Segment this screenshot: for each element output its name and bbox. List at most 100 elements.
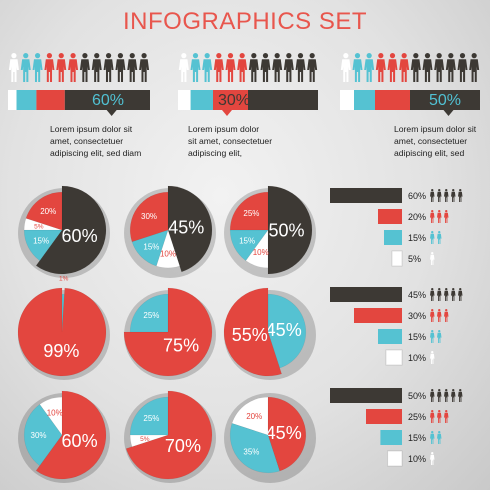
person-icon: [437, 231, 442, 245]
person-icon: [430, 288, 435, 302]
pie-slice: [131, 229, 169, 267]
person-icon: [430, 389, 435, 403]
person-icon: [44, 53, 55, 82]
person-icon: [430, 252, 435, 266]
pie-label: 99%: [43, 341, 79, 361]
text-line: amet, consectetuer: [50, 136, 124, 146]
pie-label: 15%: [33, 236, 49, 245]
pie-label: 25%: [143, 414, 159, 423]
pie-label: 25%: [243, 209, 259, 218]
pie-slice: [23, 403, 63, 467]
bar-label: 5%: [408, 254, 421, 264]
person-icon: [444, 288, 449, 302]
person-icon: [451, 189, 456, 203]
person-icon: [283, 53, 294, 82]
person-icon: [437, 210, 442, 224]
pie-label: 30%: [141, 212, 157, 221]
pie-slice: [267, 293, 307, 369]
person-icon: [387, 53, 398, 82]
pie-label: 60%: [62, 226, 98, 246]
bar-label: 50%: [408, 391, 426, 401]
person-icon: [437, 431, 442, 445]
pie-chart-8: 70% 5% 25%: [124, 390, 216, 483]
bar-segment: [248, 90, 318, 110]
bar-chart-2: 45% 30% 15% 10%: [330, 287, 463, 366]
person-icon: [20, 53, 31, 82]
person-icon: [32, 53, 43, 82]
person-icon: [8, 53, 19, 82]
person-icon: [127, 53, 138, 82]
person-icon: [248, 53, 259, 82]
person-icon: [458, 189, 463, 203]
bar-segment: [340, 90, 354, 110]
top-panel-3: 50% Lorem ipsum dolor sit amet, consecte…: [340, 50, 480, 160]
person-icon: [225, 53, 236, 82]
person-icon: [202, 53, 213, 82]
person-icon: [444, 210, 449, 224]
person-icon: [430, 330, 435, 344]
person-icon: [364, 53, 375, 82]
pie-slice: [229, 422, 281, 474]
person-icon: [272, 53, 283, 82]
pie-label: 25%: [143, 311, 159, 320]
pie-label: 70%: [165, 436, 201, 456]
top-panel-1: 60% Lorem ipsum dolor sit amet, consecte…: [8, 50, 150, 160]
person-icon: [437, 410, 442, 424]
panel-text-3: Lorem ipsum dolor sit amet, consectetuer…: [394, 123, 484, 159]
bar-label: 30%: [408, 311, 426, 321]
pie-label: 10%: [160, 249, 176, 258]
panel-percent-2: 30%: [217, 92, 251, 109]
person-icon: [340, 53, 351, 82]
person-icon: [451, 288, 456, 302]
stacked-bar-3: [340, 90, 480, 116]
bar-mark: [378, 209, 402, 224]
bar-chart-1: 60% 20% 15% 5%: [330, 188, 463, 267]
page-title: INFOGRAPHICS SET: [122, 8, 368, 35]
bar-mark: [385, 349, 403, 366]
person-icon: [437, 288, 442, 302]
stacked-bar-2: [178, 90, 318, 116]
pie-label: 20%: [40, 207, 56, 216]
bar-mark: [387, 450, 403, 467]
person-icon: [399, 53, 410, 82]
person-icon: [430, 351, 435, 365]
pie-slice: [17, 287, 107, 377]
stacked-bar-1: [8, 90, 150, 116]
person-icon: [437, 330, 442, 344]
person-icon: [444, 189, 449, 203]
pie-slice: [125, 390, 213, 480]
bar-chart-3: 50% 25% 15% 10%: [330, 388, 463, 467]
bar-label: 25%: [408, 412, 426, 422]
pie-label: 50%: [268, 220, 304, 240]
person-icon: [352, 53, 363, 82]
bar-segment: [375, 90, 410, 110]
pie-chart-5: 75% 25%: [123, 287, 216, 380]
pie-slice: [129, 191, 169, 243]
pie-slice: [267, 185, 313, 275]
text-line: adipiscing elit,: [188, 148, 242, 158]
text-line: adipiscing elit, sed: [394, 148, 465, 158]
bar-segment: [16, 90, 37, 110]
bar-label: 45%: [408, 290, 426, 300]
pointer-triangle: [106, 110, 117, 116]
bar-mark: [380, 430, 402, 445]
bar-label: 15%: [408, 233, 426, 243]
person-icon: [213, 53, 224, 82]
person-icon: [437, 389, 442, 403]
person-icon: [139, 53, 150, 82]
pie-slice: [23, 217, 63, 231]
bar-label: 60%: [408, 191, 426, 201]
pie-slice: [25, 191, 63, 231]
pie-label: 60%: [62, 431, 98, 451]
pie-slice: [229, 229, 269, 262]
person-icon: [430, 431, 435, 445]
person-icon: [260, 53, 271, 82]
pie-label: 35%: [243, 447, 259, 456]
person-icon: [437, 189, 442, 203]
person-icon: [68, 53, 79, 82]
person-icon: [430, 309, 435, 323]
pie-slice: [245, 229, 269, 269]
person-icon: [375, 53, 386, 82]
bar-segment: [213, 90, 248, 110]
person-icon: [430, 410, 435, 424]
